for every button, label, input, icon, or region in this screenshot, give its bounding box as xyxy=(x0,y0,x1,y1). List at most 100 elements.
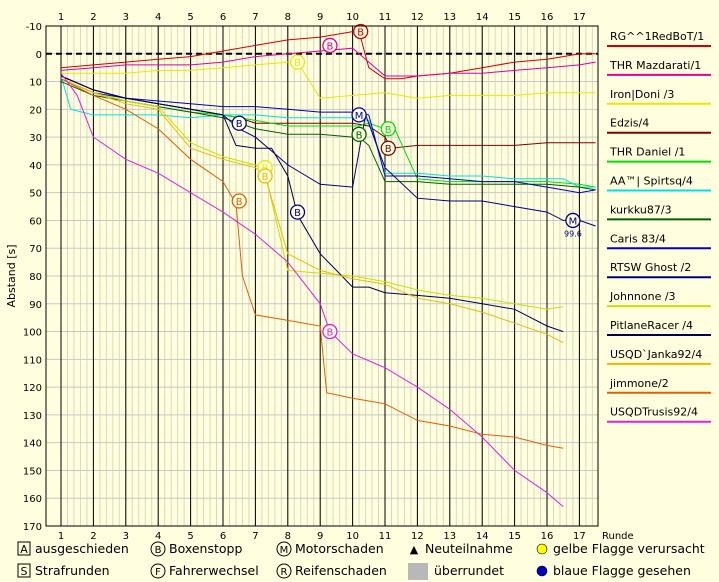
marker-text: B xyxy=(385,144,392,155)
marker-B: B xyxy=(257,168,273,184)
y-tick-label: 10 xyxy=(29,78,42,89)
legend-label-8: RTSW Ghost /2 xyxy=(610,261,691,274)
x-tick-label-bottom: 3 xyxy=(123,531,129,542)
x-tick-label-top: 14 xyxy=(476,12,489,23)
bottom-legend-row2-2-icon xyxy=(276,563,292,579)
axes: -100102030405060708090100110120130140150… xyxy=(5,12,634,542)
event-markers: BBBBBBMMBBBBBB99.6 xyxy=(231,23,582,340)
marker-text: M xyxy=(355,111,364,122)
marker-B: B xyxy=(380,140,396,156)
x-tick-label-top: 8 xyxy=(285,12,291,23)
x-tick-label-bottom: 6 xyxy=(220,531,226,542)
marker-circle xyxy=(231,115,247,131)
bottom-legend-row1-3-icon: ▲ xyxy=(410,543,419,556)
marker-B: B xyxy=(351,126,367,142)
bottom-legend-label: Strafrunden xyxy=(35,563,110,578)
legend-label-7: Caris 83/4 xyxy=(610,232,666,245)
marker-text: B xyxy=(326,328,333,339)
legend-label-0: RG^^1RedBoT/1 xyxy=(610,30,704,43)
x-tick-label-top: 3 xyxy=(123,12,129,23)
bottom-legend-label: überrundet xyxy=(434,563,504,578)
y-tick-label: 130 xyxy=(23,411,42,422)
marker-B: B xyxy=(289,54,306,70)
bottom-legend-row1-4-icon xyxy=(536,543,548,555)
bottom-legend-row2-1-icon-letter: F xyxy=(155,567,161,578)
series-line-9 xyxy=(60,78,564,310)
marker-text: B xyxy=(356,130,363,141)
x-tick-label-top: 17 xyxy=(573,12,586,23)
x-tick-label-top: 9 xyxy=(317,12,323,23)
bottom-legend-row2-4-icon xyxy=(536,565,548,577)
series-line-10 xyxy=(60,75,564,333)
x-tick-label-bottom: 5 xyxy=(187,531,193,542)
annotation-text: 99.6 xyxy=(564,229,582,238)
legend-label-2: Iron|Doni /3 xyxy=(610,88,674,101)
y-tick-label: 120 xyxy=(23,383,42,394)
bottom-legend-label: Neuteilnahme xyxy=(425,541,513,556)
marker-B: B xyxy=(353,23,369,40)
y-tick-label: 30 xyxy=(29,133,42,144)
x-tick-label-bottom: 14 xyxy=(476,531,489,542)
series-line-2 xyxy=(61,61,596,99)
marker-circle xyxy=(353,23,369,40)
y-tick-label: 60 xyxy=(29,216,42,227)
marker-B: B xyxy=(231,193,247,209)
x-tick-label-bottom: 13 xyxy=(443,531,456,542)
y-tick-label: -10 xyxy=(26,22,42,33)
marker-M: M xyxy=(565,212,581,229)
marker-text: B xyxy=(357,28,364,39)
x-tick-label-top: 4 xyxy=(155,12,161,23)
bottom-legend-row1-1-icon-letter: B xyxy=(155,545,162,556)
y-tick-label: 160 xyxy=(23,494,42,505)
x-tick-label-top: 6 xyxy=(220,12,226,23)
y-tick-label: 0 xyxy=(36,50,42,61)
series-line-1 xyxy=(60,47,596,77)
marker-text: B xyxy=(385,125,392,136)
x-tick-label-top: 12 xyxy=(411,12,424,23)
y-axis-label: Abstand [s] xyxy=(5,244,18,307)
x-tick-label-top: 16 xyxy=(541,12,554,23)
x-tick-label-bottom: 17 xyxy=(573,531,586,542)
marker-text: B xyxy=(326,41,333,52)
series-line-11 xyxy=(60,78,564,344)
y-tick-label: 140 xyxy=(23,439,42,450)
x-tick-label-bottom: 1 xyxy=(58,531,64,542)
legend-label-10: PitlaneRacer /4 xyxy=(610,319,693,332)
legend-label-1: THR Mazdarati/1 xyxy=(609,59,701,72)
marker-text: B xyxy=(262,172,269,183)
x-tick-label-top: 7 xyxy=(252,12,258,23)
plot-border xyxy=(45,25,599,527)
bottom-legend-row2-0-icon-letter: S xyxy=(21,565,28,578)
series-lines xyxy=(60,31,596,507)
marker-circle xyxy=(565,212,581,229)
bottom-legend-row1-0-icon-letter: A xyxy=(20,543,28,556)
x-tick-label-bottom: 8 xyxy=(285,531,291,542)
bottom-legend-label: blaue Flagge gesehen xyxy=(553,563,691,578)
bottom-legend-label: Reifenschaden xyxy=(295,563,387,578)
marker-circle xyxy=(289,54,306,70)
x-tick-label-bottom: 7 xyxy=(252,531,258,542)
x-axis-label: Runde xyxy=(602,531,634,542)
bottom-legend-row2-1-icon xyxy=(150,563,166,579)
marker-text: B xyxy=(294,208,301,219)
y-tick-label: 150 xyxy=(23,466,42,477)
marker-text: B xyxy=(236,197,243,208)
legend-label-6: kurkku87/3 xyxy=(610,203,672,216)
marker-circle xyxy=(231,193,247,209)
marker-circle xyxy=(289,204,306,220)
marker-M: M xyxy=(351,107,367,123)
bottom-legend-label: Motorschaden xyxy=(295,541,384,556)
x-tick-label-top: 13 xyxy=(443,12,456,23)
legend-label-5: AA™| Spirtsq/4 xyxy=(610,175,693,188)
marker-circle xyxy=(351,107,367,123)
x-tick-label-bottom: 4 xyxy=(155,531,161,542)
x-tick-label-top: 15 xyxy=(508,12,521,23)
marker-circle xyxy=(257,168,273,184)
legend: RG^^1RedBoT/1 THR Mazdarati/1 Iron|Doni /3… xyxy=(607,30,711,423)
legend-label-9: Johnnone /3 xyxy=(609,290,676,303)
y-tick-label: 50 xyxy=(29,189,42,200)
marker-text: B xyxy=(294,58,301,69)
x-tick-label-top: 10 xyxy=(346,12,359,23)
